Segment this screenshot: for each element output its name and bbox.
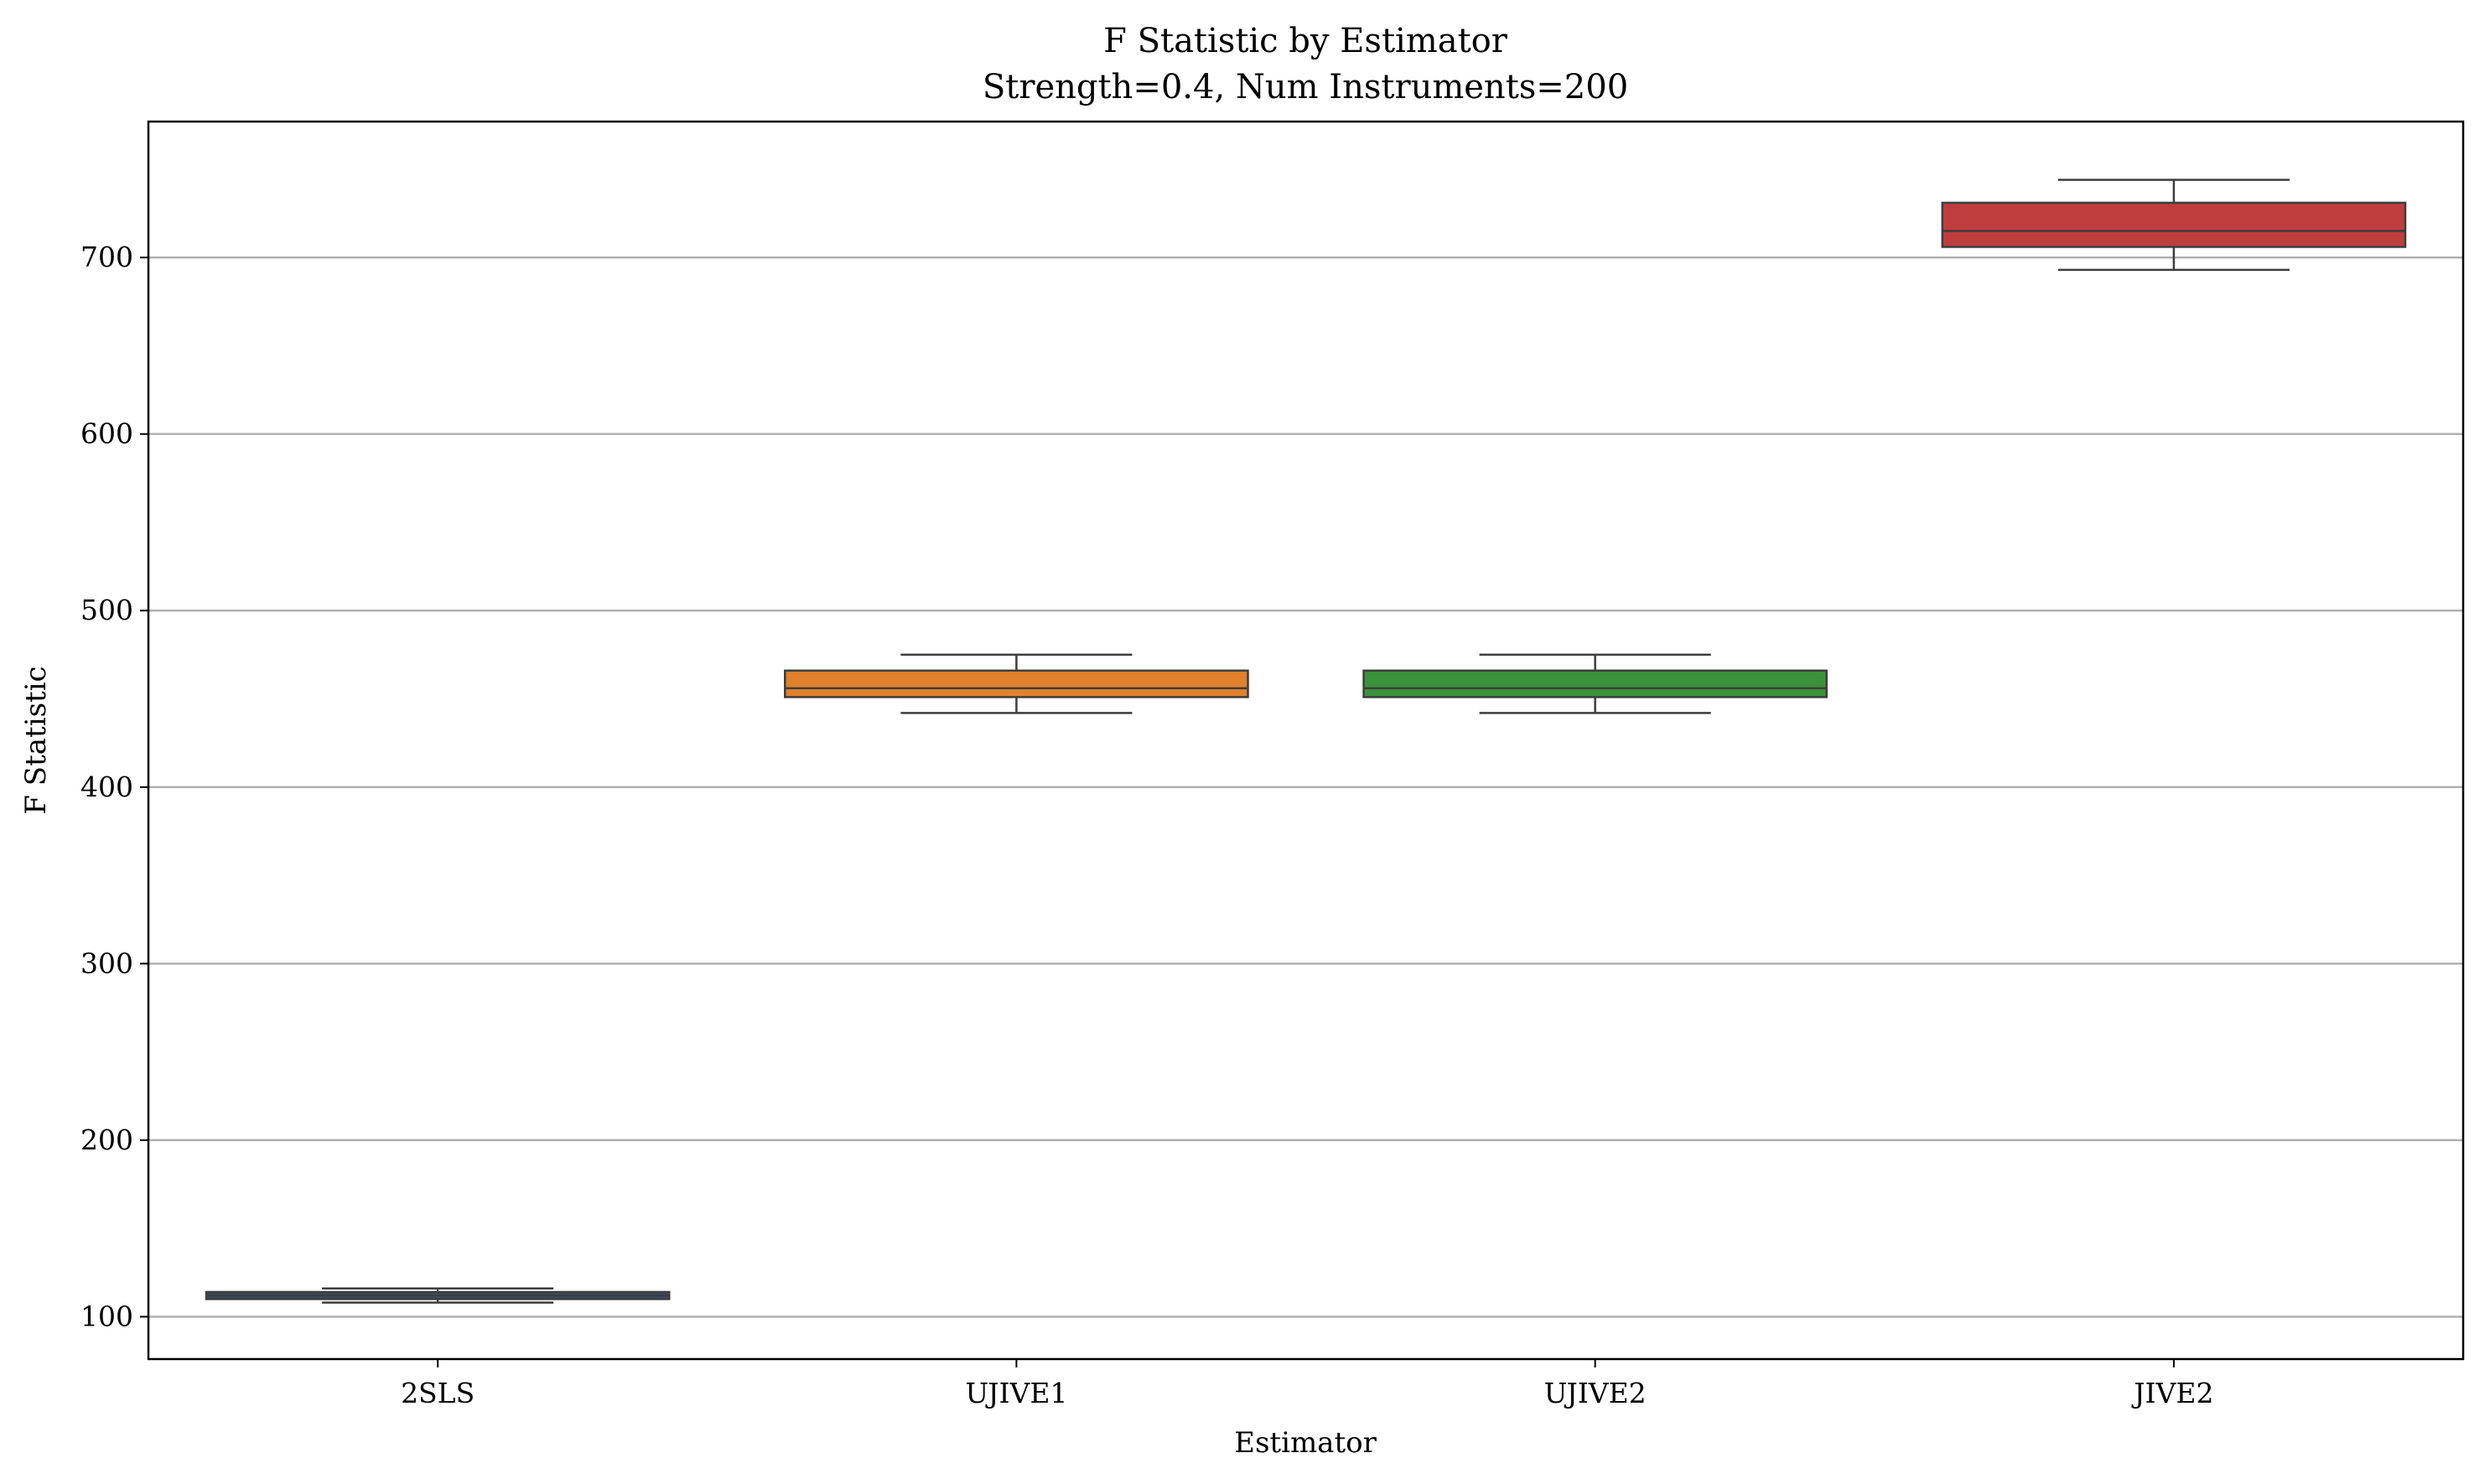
box-ujive2 [1362,653,1828,714]
chart-subtitle: Strength=0.4, Num Instruments=200 [983,68,1628,106]
box-jive2 [1941,179,2407,272]
y-tick-label: 200 [80,1123,133,1156]
y-axis-label: F Statistic [19,666,53,814]
x-tick-label: UJIVE1 [965,1377,1067,1409]
iqr-box [1941,201,2407,248]
boxes [205,179,2407,1304]
y-tick-label: 300 [80,947,133,979]
gridlines [148,256,2463,1318]
y-tick-label: 600 [80,418,133,450]
ticks: 100 200 300 400 500 600 700 2SLS UJIVE1 UJIVE2 JIV… [80,241,2213,1409]
box-ujive1 [784,653,1249,714]
y-tick-label: 100 [80,1300,133,1332]
iqr-box [1362,669,1828,698]
y-tick-label: 400 [80,771,133,803]
x-tick-label: UJIVE2 [1544,1377,1647,1409]
y-tick-label: 500 [80,594,133,626]
x-tick-label: 2SLS [401,1377,475,1409]
plot-frame [147,120,2465,1361]
iqr-box [784,669,1249,698]
chart-title: F Statistic by Estimator [1103,22,1508,60]
x-axis-label: Estimator [1234,1426,1377,1460]
y-tick-label: 700 [80,241,133,273]
x-tick-label: JIVE2 [2131,1377,2213,1409]
box-2sls [205,1287,671,1304]
